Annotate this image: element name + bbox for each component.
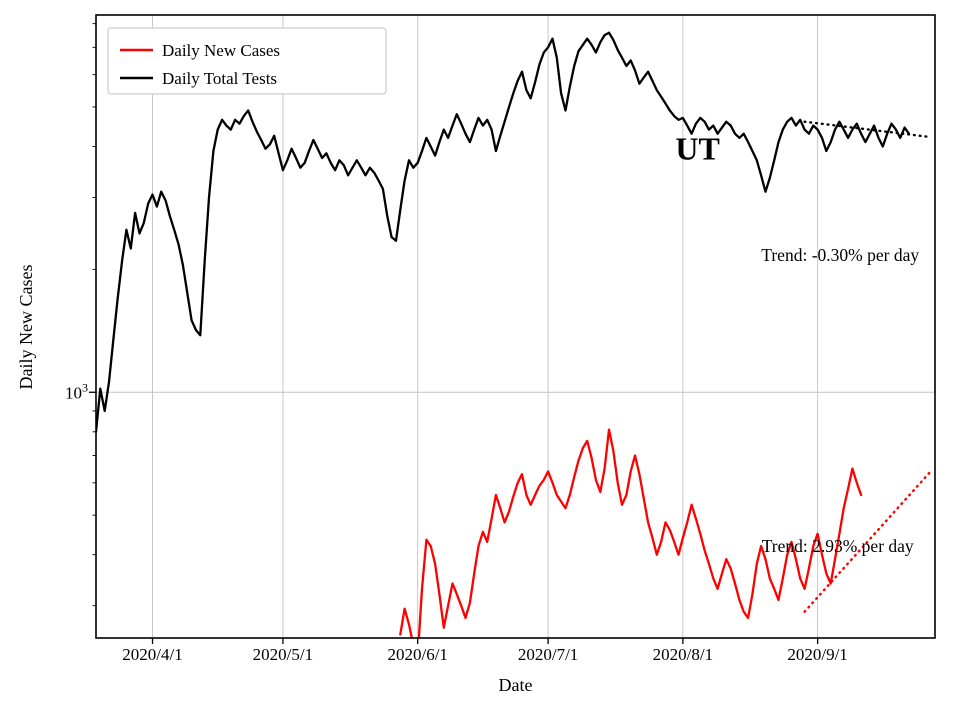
y-axis-label: Daily New Cases <box>16 265 36 390</box>
x-tick-label: 2020/4/1 <box>122 645 182 664</box>
x-tick-label: 2020/8/1 <box>653 645 713 664</box>
annotation-ut: UT <box>675 131 719 167</box>
ticks <box>89 23 819 644</box>
x-tick-label: 2020/7/1 <box>518 645 578 664</box>
legend: Daily New Cases Daily Total Tests <box>107 27 387 95</box>
plot-border <box>95 14 936 639</box>
trend-label: Trend: 2.93% per day <box>762 536 914 556</box>
legend-box <box>107 27 387 95</box>
x-tick-label: 2020/5/1 <box>253 645 313 664</box>
trend-label: Trend: -0.30% per day <box>761 245 919 265</box>
series-group <box>96 31 932 638</box>
legend-label: Daily Total Tests <box>162 69 277 88</box>
x-tick-label: 2020/9/1 <box>787 645 847 664</box>
legend-label: Daily New Cases <box>162 41 280 60</box>
x-tick-label: 2020/6/1 <box>387 645 447 664</box>
series-line-daily-new-cases <box>399 428 863 638</box>
x-axis-label: Date <box>499 675 533 695</box>
y-tick-label-base: 10 <box>65 383 82 402</box>
trend-line-daily-total-tests <box>803 120 932 139</box>
series-line-daily-total-tests <box>96 31 911 433</box>
y-tick-label: 103 <box>65 380 88 402</box>
trend-line-daily-new-cases <box>803 470 932 613</box>
y-tick-label-exponent: 3 <box>82 380 88 394</box>
